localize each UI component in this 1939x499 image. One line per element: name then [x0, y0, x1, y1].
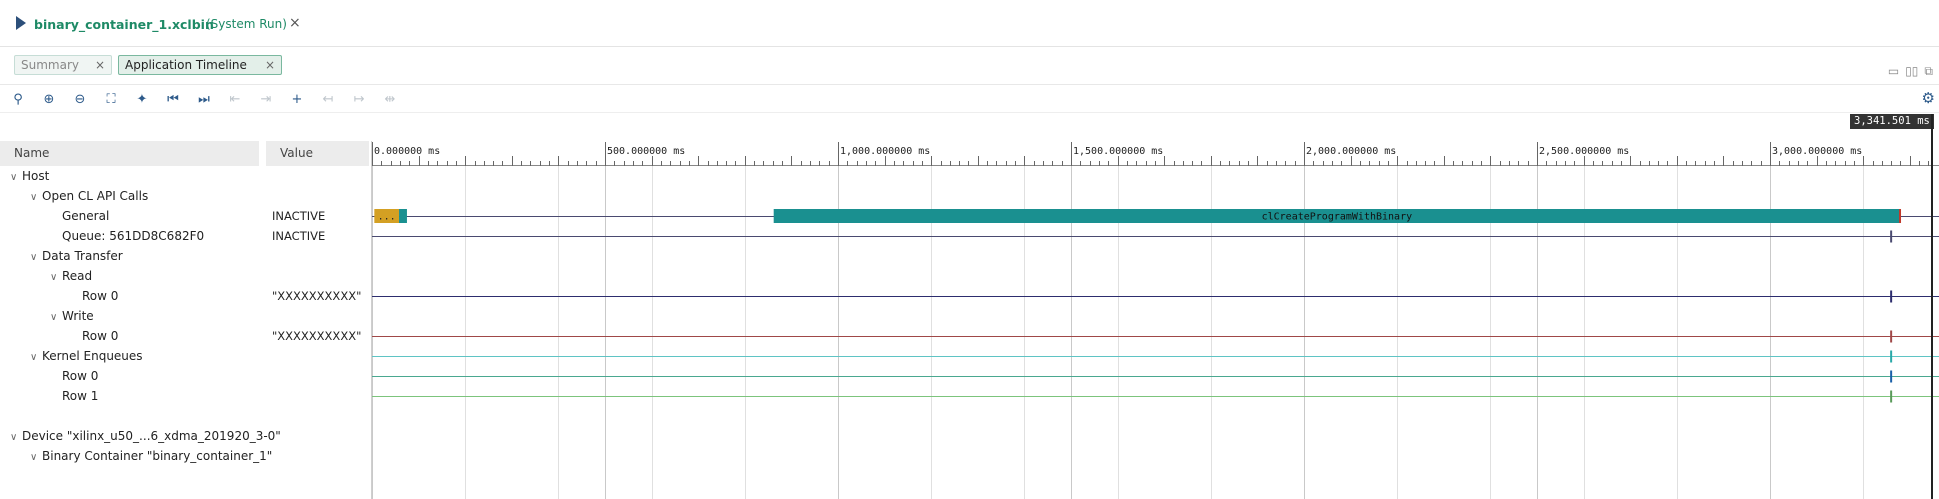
close-editor-icon[interactable]: ×: [289, 15, 301, 31]
previous-transition-icon[interactable]: ↤: [322, 91, 334, 107]
tab-application-timeline-label: Application Timeline: [125, 58, 247, 72]
swap-cursors-icon[interactable]: ⇹: [384, 91, 396, 107]
window-controls: ▭ ▯▯ ⧉: [1888, 64, 1933, 79]
tree-row[interactable]: ∨ Host: [0, 166, 371, 186]
chevron-down-icon[interactable]: ∨: [30, 252, 38, 263]
tab-summary[interactable]: Summary ×: [14, 55, 112, 75]
divider: [0, 112, 1939, 113]
chevron-down-icon[interactable]: ∨: [50, 272, 58, 283]
api-call-bar[interactable]: [374, 209, 400, 223]
zoom-in-icon[interactable]: ⊕: [43, 91, 55, 107]
timeline-tracks: ... clCreateProgramWithBinary: [372, 166, 1939, 499]
tree-row[interactable]: Queue: 561DD8C682F0 INACTIVE: [0, 226, 371, 246]
tree-row[interactable]: Row 0 "XXXXXXXXXX": [0, 326, 371, 346]
go-to-start-icon[interactable]: ⏮: [167, 91, 179, 107]
pane-divider[interactable]: [371, 141, 372, 499]
go-to-end-icon[interactable]: ⏭: [198, 91, 210, 107]
api-call-label: ...: [378, 212, 396, 223]
tree-row[interactable]: ∨ Binary Container "binary_container_1": [0, 446, 371, 466]
tree-row-value: "XXXXXXXXXX": [272, 329, 362, 343]
tree-row-value: INACTIVE: [272, 209, 326, 223]
gear-icon[interactable]: ⚙: [1921, 89, 1935, 107]
signal-tree: ∨ Host ∨ Open CL API Calls General INACTIVE Qu…: [0, 166, 371, 466]
tree-row-label: Open CL API Calls: [42, 189, 149, 203]
tree-row[interactable]: ∨ Read: [0, 266, 371, 286]
tree-row-value: INACTIVE: [272, 229, 326, 243]
ruler-tick-label: 500.000000 ms: [607, 146, 685, 157]
event-end-marker: [1899, 209, 1902, 223]
close-tab-timeline-icon[interactable]: ×: [264, 58, 275, 72]
api-call-label: clCreateProgramWithBinary: [1262, 212, 1413, 223]
chevron-down-icon[interactable]: ∨: [50, 312, 58, 323]
tree-row-label: Write: [62, 309, 94, 323]
zoom-out-icon[interactable]: ⊖: [74, 91, 86, 107]
tree-row[interactable]: Row 0 "XXXXXXXXXX": [0, 286, 371, 306]
next-transition-icon[interactable]: ↦: [353, 91, 365, 107]
timeline-ruler: 0.000000 ms 500.000000 ms 1,000.000000 ms 1…: [372, 142, 1939, 166]
timeline-toolbar: ⚲ ⊕ ⊖ ⛶ ✦ ⏮ ⏭ ⇤ ⇥ + ↤ ↦ ⇹: [8, 89, 411, 109]
tree-row-label: Host: [22, 169, 50, 183]
chevron-down-icon[interactable]: ∨: [10, 172, 18, 183]
zoom-fit-icon[interactable]: ⛶: [106, 91, 116, 107]
name-column-header[interactable]: Name: [0, 141, 262, 166]
chevron-down-icon[interactable]: ∨: [30, 452, 38, 463]
chevron-down-icon[interactable]: ∨: [30, 192, 38, 203]
tab-application-timeline[interactable]: Application Timeline ×: [118, 55, 282, 75]
tree-row-label: General: [62, 209, 110, 223]
value-column-header[interactable]: Value: [266, 141, 369, 166]
tree-row[interactable]: ∨ Data Transfer: [0, 246, 371, 266]
tree-row-label: Row 0: [82, 289, 119, 303]
play-icon[interactable]: [16, 16, 26, 30]
ruler-tick-label: 0.000000 ms: [374, 146, 440, 157]
tree-row[interactable]: Row 0: [0, 366, 371, 386]
add-cursor-icon[interactable]: +: [291, 91, 303, 107]
chevron-down-icon[interactable]: ∨: [30, 352, 38, 363]
file-title: binary_container_1.xclbin: [34, 17, 214, 32]
tab-summary-label: Summary: [21, 58, 79, 72]
ruler-tick-label: 2,500.000000 ms: [1539, 146, 1629, 157]
tree-row[interactable]: [0, 406, 371, 426]
tree-row[interactable]: ∨ Kernel Enqueues: [0, 346, 371, 366]
search-icon[interactable]: ⚲: [13, 91, 23, 107]
tree-row[interactable]: ∨ Write: [0, 306, 371, 326]
next-event-icon[interactable]: ⇥: [260, 91, 272, 107]
ruler-tick-label: 1,000.000000 ms: [840, 146, 930, 157]
ruler-tick-label: 3,000.000000 ms: [1772, 146, 1862, 157]
ruler-tick-label: 1,500.000000 ms: [1073, 146, 1163, 157]
tree-row[interactable]: ∨ Device "xilinx_u50_...6_xdma_201920_3-0…: [0, 426, 371, 446]
close-tab-summary-icon[interactable]: ×: [94, 58, 105, 72]
chevron-down-icon[interactable]: ∨: [10, 432, 18, 443]
run-mode-label: (System Run): [206, 17, 287, 31]
divider: [0, 84, 1939, 85]
time-cursor[interactable]: [1931, 114, 1933, 499]
api-call-bar[interactable]: [399, 209, 407, 223]
detach-icon[interactable]: ⧉: [1924, 64, 1933, 78]
tree-row-label: Binary Container "binary_container_1": [42, 449, 273, 463]
tree-row-label: Data Transfer: [42, 249, 123, 263]
add-marker-icon[interactable]: ✦: [136, 91, 148, 107]
minimize-icon[interactable]: ▭: [1887, 64, 1900, 78]
tree-row-label: Row 0: [62, 369, 99, 383]
tree-row-label: Read: [62, 269, 93, 283]
tree-row-label: Device "xilinx_u50_...6_xdma_201920_3-0": [22, 429, 281, 443]
api-call-bar[interactable]: [773, 209, 1901, 223]
previous-event-icon[interactable]: ⇤: [229, 91, 241, 107]
tree-row[interactable]: General INACTIVE: [0, 206, 371, 226]
tree-row-label: Kernel Enqueues: [42, 349, 143, 363]
editor-title-bar: [0, 0, 1939, 47]
tree-row[interactable]: ∨ Open CL API Calls: [0, 186, 371, 206]
tree-row-label: Row 0: [82, 329, 119, 343]
tree-row[interactable]: Row 1: [0, 386, 371, 406]
tree-row-label: Row 1: [62, 389, 99, 403]
ruler-tick-label: 2,000.000000 ms: [1306, 146, 1396, 157]
tree-row-value: "XXXXXXXXXX": [272, 289, 362, 303]
restore-icon[interactable]: ▯▯: [1905, 64, 1919, 78]
cursor-time-readout: 3,341.501 ms: [1850, 114, 1934, 129]
tree-row-label: Queue: 561DD8C682F0: [62, 229, 205, 243]
